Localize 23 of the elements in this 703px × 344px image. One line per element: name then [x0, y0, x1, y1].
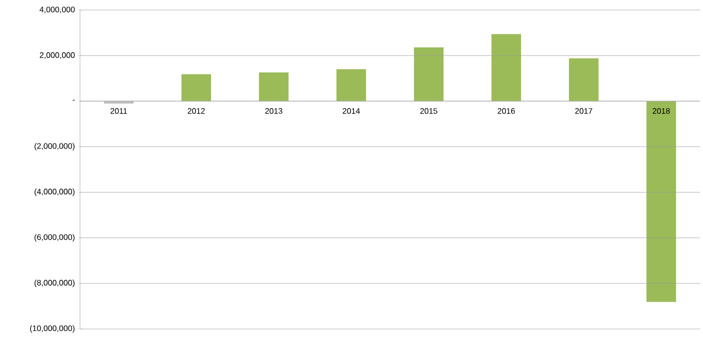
y-tick-label: (8,000,000) — [34, 280, 75, 288]
y-tick-label: 2,000,000 — [40, 52, 75, 59]
x-tick-label: 2014 — [342, 108, 360, 114]
bar — [258, 72, 289, 102]
y-tick-label: (4,000,000) — [34, 188, 75, 196]
bar — [414, 46, 444, 102]
x-tick-label: 2017 — [575, 108, 592, 114]
bar — [491, 34, 522, 102]
y-tick-label: (2,000,000) — [34, 142, 75, 150]
x-tick-label: 2016 — [498, 108, 515, 114]
x-tick-label: 2012 — [188, 108, 205, 114]
y-tick-label: 4,000,000 — [40, 6, 75, 14]
bar — [181, 74, 212, 102]
x-tick-label: 2013 — [265, 108, 282, 114]
x-tick-label: 2011 — [110, 108, 127, 114]
x-tick-label: 2015 — [420, 108, 438, 114]
bar — [568, 58, 599, 102]
y-tick-label: - — [72, 100, 75, 101]
y-tick-label: (10,000,000) — [30, 325, 74, 333]
x-tick-label: 2018 — [652, 108, 670, 114]
y-tick-label: (6,000,000) — [34, 234, 75, 242]
bar — [646, 100, 676, 302]
bar — [336, 68, 366, 102]
